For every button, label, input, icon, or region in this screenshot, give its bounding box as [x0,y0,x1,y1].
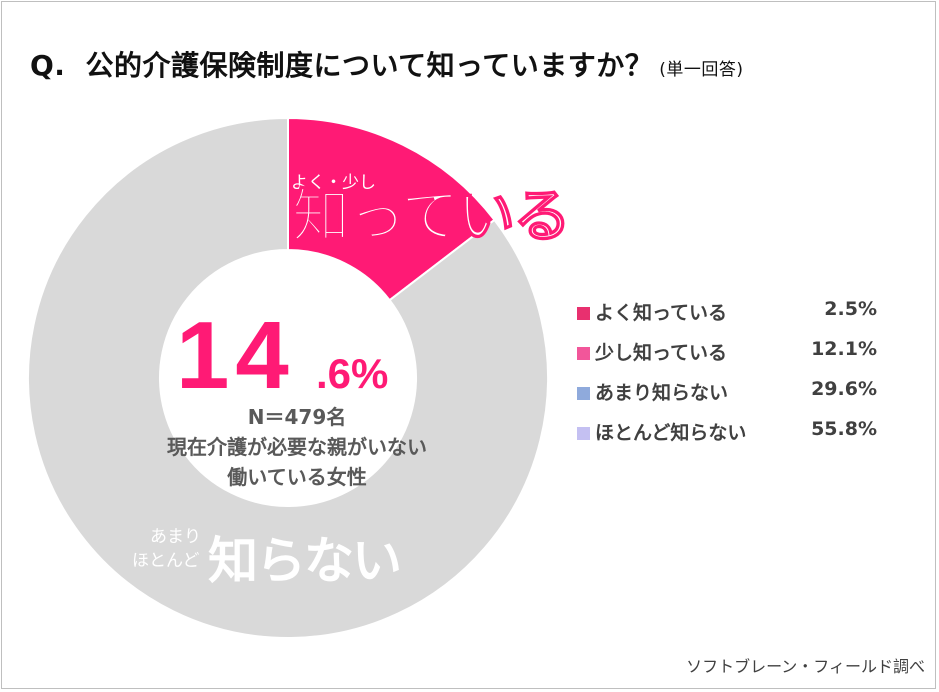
legend-swatch [577,427,590,440]
donut-segments [27,116,549,639]
legend-value: 12.1% [811,338,877,360]
title-prefix: Q. [30,49,66,82]
donut-slice-know [287,116,496,302]
legend-item: あまり知らない 29.6% [577,378,877,418]
legend-value: 29.6% [811,378,877,400]
legend-item: ほとんど知らない 55.8% [577,418,877,458]
legend-item: よく知っている 2.5% [577,298,877,338]
title-note: (単一回答) [659,60,744,80]
legend-swatch [577,387,590,400]
legend-swatch [577,307,590,320]
title-question: 公的介護保険制度について知っていますか？ [85,49,654,82]
sample-size: N＝479名 [248,405,347,429]
dont-small-label-2: ほとんど [132,551,200,571]
legend-swatch [577,347,590,360]
source-note: ソフトブレーン・フィールド調べ [686,657,925,676]
legend-item: 少し知っている 12.1% [577,338,877,378]
legend-value: 2.5% [824,298,877,320]
legend-value: 55.8% [811,418,877,440]
dont-big-label: 知らない [208,532,400,590]
respondent-desc-line2: 働いている女性 [226,465,366,489]
center-decimal: .6% [316,350,388,397]
center-big-number: 14 [176,302,295,409]
legend-label: あまり知らない [595,382,729,404]
legend-label: 少し知っている [595,342,728,364]
donut-slice-dont-know [27,116,549,639]
legend-label: よく知っている [595,302,728,324]
know-small-label: よく・少し [291,173,376,193]
dont-small-label-1: あまり [150,527,201,547]
legend-label: ほとんど知らない [595,422,747,444]
chart-legend: よく知っている 2.5% 少し知っている 12.1% あまり知らない 29.6%… [577,298,877,458]
know-big-label: 知っている [292,182,569,250]
respondent-desc-line1: 現在介護が必要な親がいない [167,435,427,459]
chart-title: Q. 公的介護保険制度について知っていますか？ (単一回答) [30,44,743,84]
